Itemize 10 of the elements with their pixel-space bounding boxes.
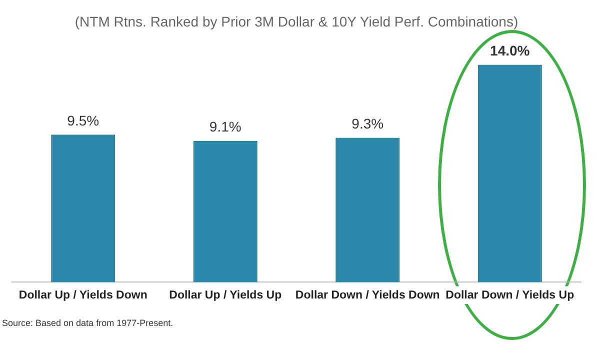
data-label: 9.1% (209, 118, 242, 135)
source-note: Source: Based on data from 1977-Present. (2, 318, 174, 328)
x-tick-label: Dollar Down / Yields Down (295, 289, 440, 302)
data-label: 9.3% (352, 116, 384, 132)
x-tick-label: Dollar Up / Yields Down (18, 289, 148, 302)
data-label: 9.5% (67, 112, 100, 129)
chart-title: (NTM Rtns. Ranked by Prior 3M Dollar & 10Y Yield Perf. Combinations) (74, 13, 518, 30)
data-label: 14.0% (490, 42, 530, 59)
x-tick-label: Dollar Down / Yields Up (446, 289, 574, 302)
x-tick-label: Dollar Up / Yields Up (169, 289, 282, 302)
